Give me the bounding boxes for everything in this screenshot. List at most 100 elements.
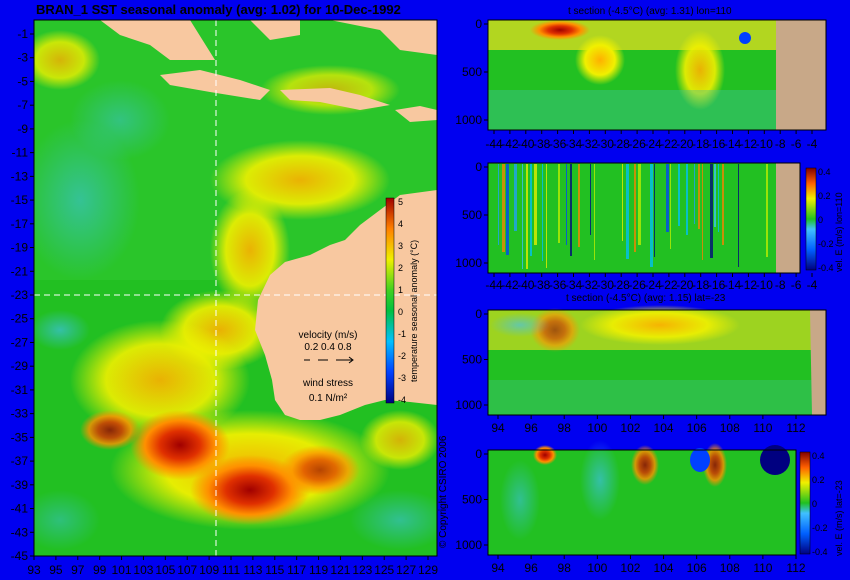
lon-tick-label: 113 bbox=[243, 563, 262, 577]
x-tick-label: 98 bbox=[558, 561, 572, 575]
map-title: BRAN_1 SST seasonal anomaly (avg: 1.02) … bbox=[36, 2, 401, 17]
lat-tick-label: -37 bbox=[11, 454, 29, 468]
x-tick-label: 108 bbox=[720, 421, 740, 435]
x-tick-label: -22 bbox=[660, 278, 678, 292]
velocity-stripe bbox=[502, 164, 505, 252]
panel2-colorbar-label: vel. E (m/s) lon=110 bbox=[834, 192, 844, 272]
x-tick-label: -24 bbox=[644, 278, 662, 292]
lon-tick-label: 101 bbox=[112, 563, 132, 577]
lat-tick-label: -25 bbox=[11, 312, 29, 326]
map-lat-ticks: -1 -3 -5 -7 -9 -11 -13 -15 -17 -19 -21 -23 -25 -27 -29… bbox=[11, 27, 34, 563]
x-tick-label: -16 bbox=[708, 137, 726, 151]
x-tick-label: 100 bbox=[587, 421, 607, 435]
lon-tick-label: 93 bbox=[27, 563, 41, 577]
lon-tick-label: 127 bbox=[396, 563, 416, 577]
velocity-stripe bbox=[522, 164, 523, 269]
lat-tick-label: -43 bbox=[11, 525, 29, 539]
velocity-legend-arrows bbox=[304, 356, 354, 364]
copyright-notice: © Copyright CSIRO 2006 bbox=[438, 435, 449, 548]
x-tick-label: -26 bbox=[628, 137, 646, 151]
x-tick-label: 106 bbox=[687, 421, 707, 435]
velocity-stripe bbox=[654, 164, 655, 257]
depth-tick-label: 0 bbox=[475, 17, 482, 31]
lat-tick-label: -29 bbox=[11, 359, 29, 373]
x-tick-label: 100 bbox=[587, 561, 607, 575]
x-tick-label: 96 bbox=[524, 561, 538, 575]
lat-tick-label: -13 bbox=[11, 169, 29, 183]
lat-tick-label: -5 bbox=[17, 74, 28, 88]
lat-tick-label: -23 bbox=[11, 288, 29, 302]
depth-tick-label: 0 bbox=[475, 307, 482, 321]
lon-tick-label: 107 bbox=[177, 563, 197, 577]
map-colorbar-ticks: 5 4 3 2 1 0 -1 -2 -3 -4 bbox=[398, 197, 406, 405]
depth-tick-label: 1000 bbox=[455, 398, 482, 412]
velocity-stripe bbox=[566, 164, 567, 245]
velocity-stripe bbox=[694, 164, 695, 224]
colorbar-tick-label: -4 bbox=[398, 395, 406, 405]
x-tick-label: -10 bbox=[756, 278, 774, 292]
velocity-stripe bbox=[718, 164, 719, 232]
velocity-stripe bbox=[570, 164, 572, 256]
x-tick-label: -42 bbox=[501, 278, 519, 292]
velocity-stripe bbox=[534, 164, 537, 245]
x-tick-label: -36 bbox=[549, 278, 567, 292]
depth-tick-label: 1000 bbox=[455, 256, 482, 270]
x-tick-label: -18 bbox=[692, 278, 710, 292]
velocity-stripe bbox=[698, 164, 700, 229]
lon-tick-label: 99 bbox=[93, 563, 107, 577]
lat-tick-label: -1 bbox=[17, 27, 28, 41]
lon-tick-label: 105 bbox=[155, 563, 175, 577]
lon-tick-label: 117 bbox=[287, 563, 306, 577]
vel-colorbar-tick-label: -0.2 bbox=[812, 523, 828, 533]
x-tick-label: -20 bbox=[676, 137, 694, 151]
velocity-stripe bbox=[738, 164, 739, 267]
lat-tick-label: -7 bbox=[17, 98, 28, 112]
x-tick-label: -38 bbox=[533, 137, 551, 151]
lon-tick-label: 123 bbox=[352, 563, 372, 577]
velocity-stripe bbox=[626, 164, 629, 259]
velocity-stripe bbox=[506, 164, 509, 255]
velocity-stripe bbox=[638, 164, 641, 245]
depth-tick-label: 500 bbox=[462, 353, 482, 367]
x-tick-label: -40 bbox=[517, 137, 535, 151]
velocity-stripe bbox=[530, 164, 532, 256]
lat-tick-label: -15 bbox=[11, 193, 29, 207]
panel4-colorbar-label: vel. E (m/s) lat=-23 bbox=[834, 480, 844, 556]
vel-colorbar-tick-label: 0.2 bbox=[812, 475, 825, 485]
velocity-stripe bbox=[590, 164, 591, 235]
velocity-stripe bbox=[634, 164, 636, 252]
lat-tick-label: -21 bbox=[11, 264, 29, 278]
vel-colorbar-tick-label: -0.4 bbox=[818, 263, 834, 273]
x-tick-label: -26 bbox=[628, 278, 646, 292]
colorbar-tick-label: 2 bbox=[398, 263, 403, 273]
panel2-stripes bbox=[498, 164, 768, 269]
velocity-stripe bbox=[650, 164, 653, 267]
x-tick-label: 110 bbox=[753, 421, 772, 435]
x-tick-label: 102 bbox=[620, 421, 640, 435]
velocity-stripe bbox=[710, 164, 713, 258]
velocity-stripe bbox=[514, 164, 517, 231]
lon-tick-label: 129 bbox=[418, 563, 438, 577]
lat-tick-label: -35 bbox=[11, 430, 29, 444]
x-tick-label: -42 bbox=[501, 137, 519, 151]
map-field bbox=[34, 20, 437, 556]
x-tick-label: -28 bbox=[613, 137, 631, 151]
x-tick-label: -22 bbox=[660, 137, 678, 151]
panel1-title: t section (-4.5°C) (avg: 1.31) lon=110 bbox=[568, 6, 732, 17]
panel3-title: t section (-4.5°C) (avg: 1.15) lat=-23 bbox=[566, 293, 726, 304]
x-tick-label: -8 bbox=[775, 278, 786, 292]
lon-tick-label: 125 bbox=[374, 563, 394, 577]
x-tick-label: 104 bbox=[654, 561, 674, 575]
x-tick-label: -30 bbox=[597, 137, 615, 151]
colorbar-tick-label: 3 bbox=[398, 241, 403, 251]
velocity-scale: 0.2 0.4 0.8 bbox=[304, 342, 352, 353]
colorbar-tick-label: -3 bbox=[398, 373, 406, 383]
x-tick-label: -28 bbox=[613, 278, 631, 292]
x-tick-label: -10 bbox=[756, 137, 774, 151]
x-tick-label: -38 bbox=[533, 278, 551, 292]
velocity-stripe bbox=[546, 164, 547, 268]
velocity-stripe bbox=[678, 164, 680, 226]
velocity-stripe bbox=[686, 164, 688, 235]
lon-tick-label: 95 bbox=[49, 563, 63, 577]
